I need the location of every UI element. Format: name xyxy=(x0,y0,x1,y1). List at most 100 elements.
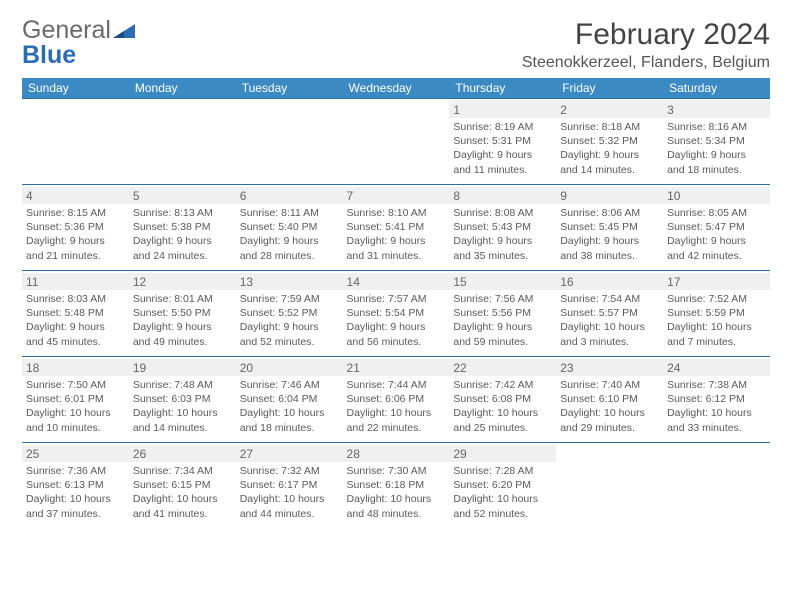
daylight-line: Daylight: 10 hours and 22 minutes. xyxy=(347,406,446,434)
sunrise-line: Sunrise: 7:46 AM xyxy=(240,378,339,392)
calendar-cell: 8Sunrise: 8:08 AMSunset: 5:43 PMDaylight… xyxy=(449,185,556,271)
sunrise-line: Sunrise: 8:08 AM xyxy=(453,206,552,220)
daylight-label: Daylight: xyxy=(347,321,391,333)
day-info: Sunrise: 8:03 AMSunset: 5:48 PMDaylight:… xyxy=(26,292,125,349)
sunset-line: Sunset: 5:57 PM xyxy=(560,306,659,320)
brand-logo: General Blue xyxy=(22,18,135,68)
sunset-label: Sunset: xyxy=(453,135,492,147)
sunrise-label: Sunrise: xyxy=(347,293,388,305)
day-info: Sunrise: 8:06 AMSunset: 5:45 PMDaylight:… xyxy=(560,206,659,263)
day-info: Sunrise: 7:46 AMSunset: 6:04 PMDaylight:… xyxy=(240,378,339,435)
day-info: Sunrise: 8:19 AMSunset: 5:31 PMDaylight:… xyxy=(453,120,552,177)
sunset-value: 5:57 PM xyxy=(599,307,638,319)
sunset-line: Sunset: 5:54 PM xyxy=(347,306,446,320)
sunrise-line: Sunrise: 7:48 AM xyxy=(133,378,232,392)
day-info: Sunrise: 7:42 AMSunset: 6:08 PMDaylight:… xyxy=(453,378,552,435)
day-info: Sunrise: 8:18 AMSunset: 5:32 PMDaylight:… xyxy=(560,120,659,177)
sunrise-label: Sunrise: xyxy=(347,207,388,219)
day-info: Sunrise: 7:36 AMSunset: 6:13 PMDaylight:… xyxy=(26,464,125,521)
calendar-cell xyxy=(22,99,129,185)
day-number: 19 xyxy=(129,359,236,376)
sunrise-value: 8:06 AM xyxy=(602,207,641,219)
day-number-empty xyxy=(343,101,450,118)
daylight-label: Daylight: xyxy=(133,321,177,333)
sunset-line: Sunset: 6:18 PM xyxy=(347,478,446,492)
sunrise-line: Sunrise: 8:18 AM xyxy=(560,120,659,134)
calendar-cell: 1Sunrise: 8:19 AMSunset: 5:31 PMDaylight… xyxy=(449,99,556,185)
sunrise-label: Sunrise: xyxy=(240,465,281,477)
sunrise-label: Sunrise: xyxy=(667,121,708,133)
day-info: Sunrise: 7:59 AMSunset: 5:52 PMDaylight:… xyxy=(240,292,339,349)
daylight-line: Daylight: 9 hours and 45 minutes. xyxy=(26,320,125,348)
sunset-line: Sunset: 6:15 PM xyxy=(133,478,232,492)
day-number: 2 xyxy=(556,101,663,118)
sunset-label: Sunset: xyxy=(347,221,386,233)
day-number: 8 xyxy=(449,187,556,204)
day-header: Wednesday xyxy=(343,78,450,99)
daylight-line: Daylight: 10 hours and 10 minutes. xyxy=(26,406,125,434)
daylight-label: Daylight: xyxy=(560,149,604,161)
sunset-line: Sunset: 5:59 PM xyxy=(667,306,766,320)
day-number: 24 xyxy=(663,359,770,376)
day-number: 3 xyxy=(663,101,770,118)
daylight-label: Daylight: xyxy=(240,235,284,247)
sunrise-value: 8:15 AM xyxy=(67,207,106,219)
sunset-label: Sunset: xyxy=(453,221,492,233)
day-header: Friday xyxy=(556,78,663,99)
sunset-line: Sunset: 5:36 PM xyxy=(26,220,125,234)
sunset-line: Sunset: 6:06 PM xyxy=(347,392,446,406)
calendar-cell: 13 Sunrise: 7:59 AMSunset: 5:52 PMDayligh… xyxy=(236,271,343,357)
daylight-label: Daylight: xyxy=(667,235,711,247)
sunset-line: Sunset: 5:48 PM xyxy=(26,306,125,320)
sunrise-label: Sunrise: xyxy=(453,293,494,305)
sunrise-line: Sunrise: 7:54 AM xyxy=(560,292,659,306)
sunrise-value: 8:05 AM xyxy=(709,207,748,219)
sunrise-value: 7:54 AM xyxy=(602,293,641,305)
day-info: Sunrise: 7:57 AMSunset: 5:54 PMDaylight:… xyxy=(347,292,446,349)
sunrise-label: Sunrise: xyxy=(453,121,494,133)
sunrise-label: Sunrise: xyxy=(667,379,708,391)
calendar-cell: 6Sunrise: 8:11 AMSunset: 5:40 PMDaylight… xyxy=(236,185,343,271)
sunrise-line: Sunrise: 8:03 AM xyxy=(26,292,125,306)
daylight-label: Daylight: xyxy=(453,149,497,161)
sunset-value: 5:32 PM xyxy=(599,135,638,147)
sunset-line: Sunset: 5:56 PM xyxy=(453,306,552,320)
day-number-empty xyxy=(129,101,236,118)
sunset-label: Sunset: xyxy=(667,221,706,233)
sunset-value: 6:04 PM xyxy=(278,393,317,405)
sunrise-line: Sunrise: 7:42 AM xyxy=(453,378,552,392)
day-info: Sunrise: 7:52 AMSunset: 5:59 PMDaylight:… xyxy=(667,292,766,349)
sunrise-value: 7:46 AM xyxy=(281,379,320,391)
day-number: 17 xyxy=(663,273,770,290)
day-number: 28 xyxy=(343,445,450,462)
calendar-cell: 16Sunrise: 7:54 AMSunset: 5:57 PMDayligh… xyxy=(556,271,663,357)
sunset-value: 6:01 PM xyxy=(65,393,104,405)
daylight-label: Daylight: xyxy=(347,235,391,247)
sunset-value: 6:06 PM xyxy=(385,393,424,405)
day-number: 25 xyxy=(22,445,129,462)
calendar-cell: 17 Sunrise: 7:52 AMSunset: 5:59 PMDayligh… xyxy=(663,271,770,357)
sunrise-label: Sunrise: xyxy=(26,207,67,219)
sunset-value: 5:43 PM xyxy=(492,221,531,233)
triangle-icon xyxy=(113,24,135,38)
sunset-line: Sunset: 6:17 PM xyxy=(240,478,339,492)
calendar-cell: 19Sunrise: 7:48 AMSunset: 6:03 PMDayligh… xyxy=(129,357,236,443)
sunset-line: Sunset: 5:52 PM xyxy=(240,306,339,320)
day-info: Sunrise: 7:30 AMSunset: 6:18 PMDaylight:… xyxy=(347,464,446,521)
sunset-value: 5:52 PM xyxy=(278,307,317,319)
day-header: Tuesday xyxy=(236,78,343,99)
daylight-label: Daylight: xyxy=(667,321,711,333)
day-info: Sunrise: 8:05 AMSunset: 5:47 PMDaylight:… xyxy=(667,206,766,263)
sunrise-line: Sunrise: 8:11 AM xyxy=(240,206,339,220)
sunrise-label: Sunrise: xyxy=(347,379,388,391)
sunrise-label: Sunrise: xyxy=(560,293,601,305)
sunrise-label: Sunrise: xyxy=(240,207,281,219)
daylight-line: Daylight: 10 hours and 33 minutes. xyxy=(667,406,766,434)
sunset-label: Sunset: xyxy=(453,307,492,319)
day-number: 29 xyxy=(449,445,556,462)
daylight-line: Daylight: 9 hours and 28 minutes. xyxy=(240,234,339,262)
day-number: 13 xyxy=(236,273,343,290)
calendar-cell xyxy=(663,443,770,529)
sunrise-label: Sunrise: xyxy=(560,379,601,391)
sunset-label: Sunset: xyxy=(26,221,65,233)
